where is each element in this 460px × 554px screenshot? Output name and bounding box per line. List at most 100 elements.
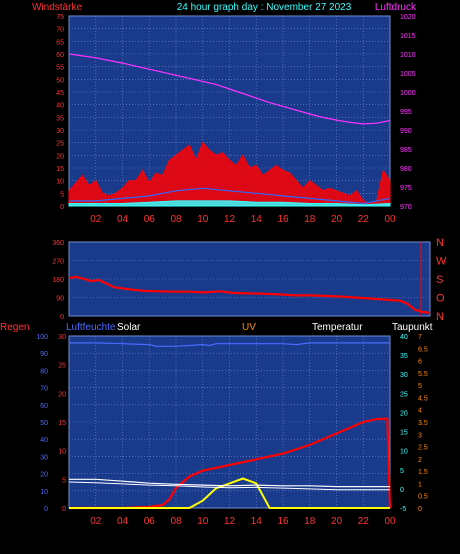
- y2-tick-label: 980: [400, 166, 412, 173]
- humidity-tick-label: 90: [40, 351, 48, 358]
- direction-label: N: [436, 237, 444, 249]
- uv-tick-label: 5.5: [418, 371, 428, 378]
- series-Regen: [69, 417, 392, 510]
- header-right-label: Luftdruck: [375, 2, 417, 13]
- direction-label: O: [436, 293, 445, 305]
- climate-panel: 0102030405060708090100051015202530-50510…: [36, 334, 428, 527]
- y-tick-label: 65: [56, 39, 64, 46]
- x-tick-label: 06: [144, 214, 156, 225]
- rain-tick-label: 5: [62, 477, 66, 484]
- uv-tick-label: 0: [418, 506, 422, 513]
- humidity-tick-label: 50: [40, 420, 48, 427]
- x-tick-label: 18: [304, 516, 316, 527]
- y-tick-label: 360: [52, 240, 64, 247]
- y2-tick-label: 1010: [400, 52, 416, 59]
- direction-label: N: [436, 311, 444, 323]
- series-wind_mean: [69, 187, 391, 205]
- x-tick-label: 14: [251, 516, 263, 527]
- x-tick-label: 10: [197, 516, 209, 527]
- x-tick-label: 22: [358, 214, 370, 225]
- humidity-tick-label: 20: [40, 472, 48, 479]
- series-Taupunkt: [68, 481, 390, 491]
- y-tick-label: 5: [60, 191, 64, 198]
- temp-tick-label: 35: [400, 353, 408, 360]
- uv-tick-label: 2: [418, 457, 422, 464]
- direction-label: S: [436, 274, 443, 286]
- uv-tick-label: 5: [418, 383, 422, 390]
- y2-tick-label: 1015: [400, 33, 416, 40]
- x-tick-label: 16: [277, 516, 289, 527]
- x-tick-label: 20: [331, 214, 343, 225]
- solar-label: Solar: [117, 322, 141, 333]
- x-tick-label: 18: [304, 214, 316, 225]
- header-title: 24 hour graph day : November 27 2023: [177, 2, 352, 13]
- y-tick-label: 90: [56, 296, 64, 303]
- x-tick-label: 10: [197, 214, 209, 225]
- temp-tick-label: 40: [400, 334, 408, 341]
- y-tick-label: 25: [56, 141, 64, 148]
- x-tick-label: 02: [90, 214, 102, 225]
- rain-tick-label: 15: [58, 420, 66, 427]
- temp-tick-label: 0: [400, 487, 404, 494]
- y-tick-label: 50: [56, 77, 64, 84]
- uv-label: UV: [242, 322, 256, 333]
- temp-tick-label: -5: [400, 506, 406, 513]
- series-wind-direction: [68, 275, 431, 314]
- y-tick-label: 70: [56, 27, 64, 34]
- humidity-tick-label: 80: [40, 368, 48, 375]
- y-tick-label: 35: [56, 115, 64, 122]
- humidity-label: Luftfeuchte: [66, 322, 116, 333]
- series-Temperatur: [69, 478, 390, 488]
- x-tick-label: 14: [251, 214, 263, 225]
- temp-tick-label: 20: [400, 410, 408, 417]
- y-tick-label: 60: [56, 52, 64, 59]
- y-tick-label: 40: [56, 103, 64, 110]
- rain-tick-label: 10: [58, 449, 66, 456]
- humidity-tick-label: 40: [40, 437, 48, 444]
- temperature-label: Temperatur: [312, 322, 363, 333]
- x-tick-label: 08: [170, 516, 182, 527]
- rain-label: Regen: [0, 322, 29, 333]
- y2-tick-label: 1020: [400, 14, 416, 21]
- series-Luftfeuchte: [69, 342, 390, 347]
- series-wind_gust: [68, 141, 391, 207]
- uv-tick-label: 4.5: [418, 395, 428, 402]
- humidity-tick-label: 0: [44, 506, 48, 513]
- temp-tick-label: 5: [400, 468, 404, 475]
- x-tick-label: 20: [331, 516, 343, 527]
- x-tick-label: 22: [358, 516, 370, 527]
- x-tick-label: 00: [384, 516, 396, 527]
- y-tick-label: 20: [56, 153, 64, 160]
- y-tick-label: 180: [52, 277, 64, 284]
- y-tick-label: 55: [56, 65, 64, 72]
- rain-tick-label: 20: [58, 391, 66, 398]
- x-tick-label: 00: [384, 214, 396, 225]
- y2-tick-label: 990: [400, 128, 412, 135]
- uv-tick-label: 7: [418, 334, 422, 341]
- y2-tick-label: 975: [400, 185, 412, 192]
- humidity-tick-label: 60: [40, 403, 48, 410]
- dewpoint-label: Taupunkt: [392, 322, 433, 333]
- rain-tick-label: 0: [62, 506, 66, 513]
- uv-tick-label: 6.5: [418, 346, 428, 353]
- uv-tick-label: 3: [418, 432, 422, 439]
- wind-pressure-panel: 0510152025303540455055606570759709759809…: [56, 14, 415, 225]
- uv-tick-label: 3.5: [418, 420, 428, 427]
- x-tick-label: 12: [224, 214, 236, 225]
- temp-tick-label: 10: [400, 449, 408, 456]
- x-tick-label: 04: [117, 214, 129, 225]
- uv-tick-label: 4: [418, 408, 422, 415]
- x-tick-label: 16: [277, 214, 289, 225]
- uv-tick-label: 1.5: [418, 469, 428, 476]
- y2-tick-label: 970: [400, 204, 412, 211]
- y2-tick-label: 995: [400, 109, 412, 116]
- y-tick-label: 270: [52, 259, 64, 266]
- temp-tick-label: 15: [400, 430, 408, 437]
- uv-tick-label: 1: [418, 481, 422, 488]
- x-tick-label: 12: [224, 516, 236, 527]
- header-left-label: Windstärke: [32, 2, 82, 13]
- y2-tick-label: 985: [400, 147, 412, 154]
- direction-label: W: [436, 256, 447, 268]
